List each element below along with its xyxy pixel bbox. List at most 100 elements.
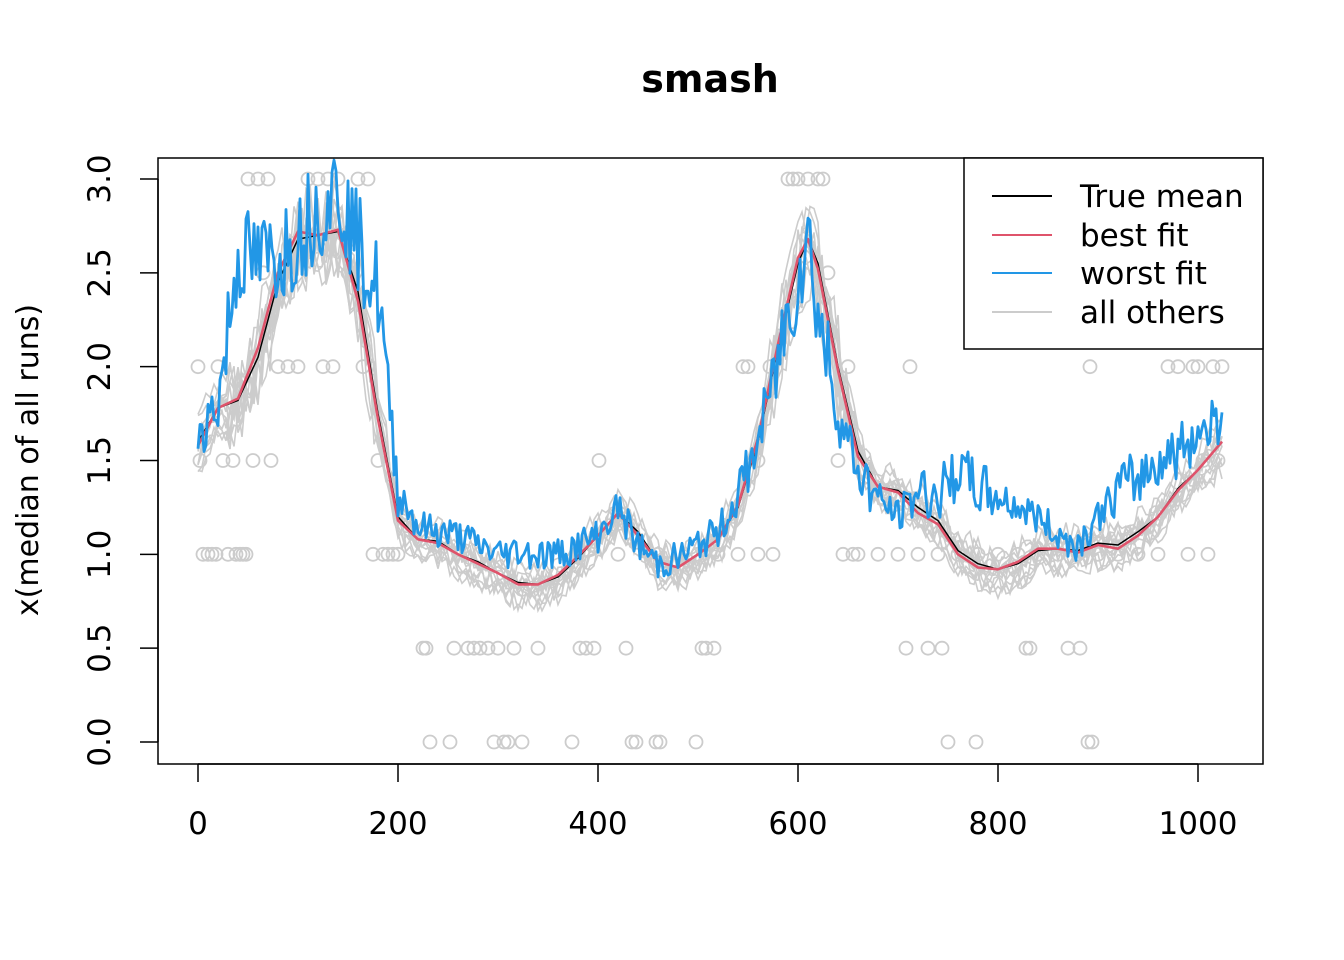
scatter-point xyxy=(1195,453,1211,468)
scatter-point xyxy=(370,453,386,468)
scatter-point xyxy=(1090,546,1106,562)
x-tick-label: 400 xyxy=(568,806,627,842)
all-others-line xyxy=(197,219,1223,607)
scatter-point xyxy=(591,453,607,468)
scatter-point xyxy=(208,546,224,562)
scatter-point xyxy=(1082,359,1098,375)
scatter-point xyxy=(694,640,710,656)
scatter-point xyxy=(586,640,602,656)
scatter-point xyxy=(225,453,241,468)
scatter-point xyxy=(190,359,206,375)
scatter-point xyxy=(422,734,438,750)
y-tick-label: 1.5 xyxy=(82,436,118,485)
scatter-point xyxy=(1180,546,1196,562)
scatter-point xyxy=(375,546,391,562)
scatter-point xyxy=(1072,640,1088,656)
y-tick-label: 3.0 xyxy=(82,154,118,203)
scatter-point xyxy=(380,546,396,562)
scatter-point xyxy=(1214,359,1230,375)
scatter-point xyxy=(325,359,341,375)
scatter-point xyxy=(496,734,512,750)
scatter-point xyxy=(815,171,831,187)
y-tick-label: 0.5 xyxy=(82,624,118,673)
y-tick-label: 1.0 xyxy=(82,530,118,579)
scatter-point xyxy=(500,734,516,750)
scatter-point xyxy=(270,359,286,375)
scatter-point xyxy=(628,734,644,750)
scatter-point xyxy=(624,734,640,750)
scatter-point xyxy=(820,265,836,281)
scatter-point xyxy=(1150,546,1166,562)
scatter-point xyxy=(238,546,254,562)
scatter-point xyxy=(506,640,522,656)
scatter-point xyxy=(280,359,296,375)
scatter-point xyxy=(1080,734,1096,750)
scatter-point xyxy=(840,359,856,375)
scatter-point xyxy=(845,546,861,562)
scatter-point xyxy=(472,640,488,656)
legend-box xyxy=(963,157,1264,350)
scatter-point xyxy=(220,546,236,562)
scatter-point xyxy=(1160,359,1176,375)
scatter-point xyxy=(215,453,231,468)
x-tick-label: 800 xyxy=(968,806,1027,842)
scatter-point xyxy=(578,640,594,656)
scatter-point xyxy=(418,640,434,656)
all-others-line xyxy=(197,186,1223,580)
scatter-point xyxy=(688,734,704,750)
legend-label-best-fit: best fit xyxy=(1080,218,1189,254)
scatter-point xyxy=(486,734,502,750)
scatter-point xyxy=(902,359,918,375)
x-axis: 0 200 400 600 800 1000 xyxy=(188,763,1238,842)
y-tick-label: 2.5 xyxy=(82,248,118,297)
scatter-point xyxy=(1190,359,1206,375)
scatter-point xyxy=(735,359,751,375)
scatter-point xyxy=(910,546,926,562)
series-layer xyxy=(196,158,1224,586)
scatter-point xyxy=(765,546,781,562)
scatter-point xyxy=(1018,640,1034,656)
scatter-point xyxy=(310,171,326,187)
x-tick-label: 0 xyxy=(188,806,208,842)
scatter-point xyxy=(940,734,956,750)
scatter-point xyxy=(228,546,244,562)
x-tick-label: 1000 xyxy=(1159,806,1238,842)
scatter-point xyxy=(652,734,668,750)
legend: True mean best fit worst fit all others xyxy=(963,157,1264,350)
scatter-point xyxy=(610,546,626,562)
scatter-point xyxy=(390,546,406,562)
scatter-point xyxy=(934,640,950,656)
scatter-point xyxy=(530,640,546,656)
scatter-point xyxy=(920,640,936,656)
scatter-point xyxy=(970,546,986,562)
scatter-point xyxy=(835,546,851,562)
scatter-point xyxy=(810,171,826,187)
scatter-point xyxy=(1084,734,1100,750)
x-tick-label: 200 xyxy=(368,806,427,842)
scatter-point xyxy=(830,453,846,468)
scatter-point xyxy=(790,171,806,187)
scatter-point xyxy=(564,734,580,750)
scatter-point xyxy=(415,640,431,656)
scatter-point xyxy=(800,171,816,187)
y-axis: 0.0 0.5 1.0 1.5 2.0 2.5 3.0 xyxy=(82,154,159,767)
scatter-point xyxy=(290,359,306,375)
series-line-worst-fit xyxy=(196,158,1224,579)
scatter-point xyxy=(480,640,496,656)
scatter-point xyxy=(365,546,381,562)
scatter-point xyxy=(460,640,476,656)
scatter-point xyxy=(385,546,401,562)
scatter-point xyxy=(780,171,796,187)
scatter-point xyxy=(1205,359,1221,375)
scatter-point xyxy=(706,640,722,656)
scatter-point xyxy=(750,546,766,562)
scatter-point xyxy=(466,640,482,656)
scatter-point xyxy=(260,171,276,187)
x-tick-label: 600 xyxy=(768,806,827,842)
legend-label-true-mean: True mean xyxy=(1079,179,1244,215)
scatter-point xyxy=(240,171,256,187)
scatter-point xyxy=(442,734,458,750)
y-axis-label: x(median of all runs) xyxy=(11,304,46,616)
scatter-point xyxy=(618,640,634,656)
